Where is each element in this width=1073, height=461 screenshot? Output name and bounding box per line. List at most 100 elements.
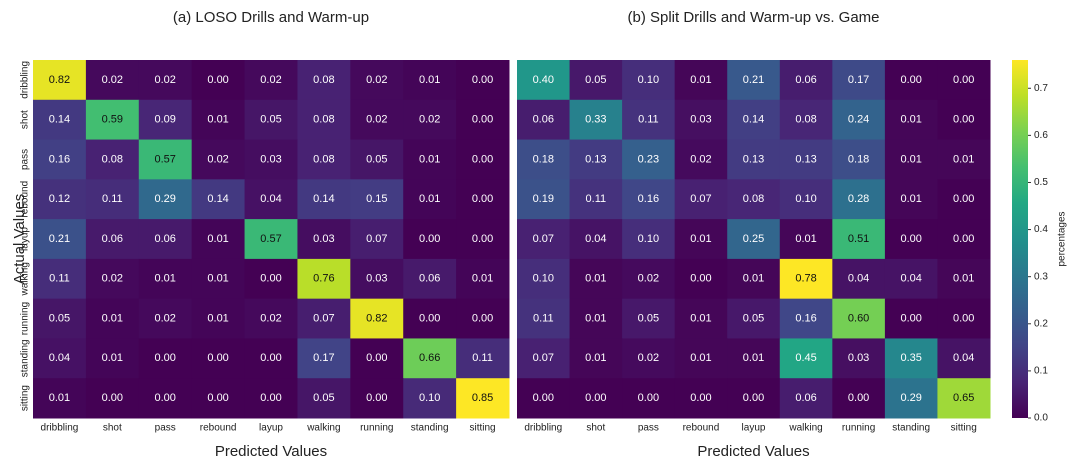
- heatmap-cell: [832, 99, 886, 141]
- y-tick-label: dribbling: [20, 61, 31, 99]
- chart-title: (b) Split Drills and Warm-up vs. Game: [628, 9, 880, 26]
- cell-label: 0.03: [690, 114, 711, 126]
- heatmap-cell: [33, 258, 87, 300]
- heatmap-cell: [832, 378, 886, 419]
- cell-label: 0.15: [366, 193, 387, 205]
- heatmap-cell: [517, 60, 571, 101]
- cell-label: 0.59: [102, 114, 123, 126]
- cell-label: 0.00: [260, 392, 281, 404]
- heatmap-cell: [779, 179, 833, 220]
- cell-label: 0.24: [848, 114, 869, 126]
- y-tick-label: standing: [20, 339, 31, 377]
- cell-label: 0.07: [690, 193, 711, 205]
- x-tick-label: sitting: [469, 423, 495, 434]
- heatmap-cell: [674, 179, 728, 220]
- cell-label: 0.06: [155, 233, 176, 245]
- heatmap-cell: [191, 258, 246, 300]
- cell-label: 0.00: [472, 312, 493, 324]
- heatmap-cell: [674, 219, 728, 260]
- cell-label: 0.00: [472, 233, 493, 245]
- cell-label: 0.00: [155, 392, 176, 404]
- heatmap-cell: [622, 378, 676, 419]
- cell-label: 0.08: [313, 74, 334, 86]
- cell-label: 0.06: [419, 273, 440, 285]
- x-tick-label: rebound: [683, 423, 720, 434]
- cell-label: 0.10: [533, 273, 554, 285]
- cell-label: 0.57: [155, 153, 176, 165]
- heatmap-cell: [727, 338, 781, 379]
- heatmap-cell: [297, 219, 351, 260]
- x-tick-label: walking: [306, 423, 340, 434]
- colorbar-tick-label: 0.4: [1034, 224, 1048, 235]
- heatmap-cell: [622, 99, 676, 141]
- heatmap-cell: [456, 139, 510, 180]
- cell-label: 0.00: [472, 74, 493, 86]
- heatmap-cell: [244, 139, 298, 180]
- heatmap-cell: [727, 258, 781, 300]
- cell-label: 0.04: [260, 193, 281, 205]
- heatmap-cell: [138, 338, 193, 379]
- colorbar-tick-label: 0.2: [1034, 318, 1048, 329]
- cell-label: 0.57: [260, 233, 281, 245]
- x-axis-label: Predicted Values: [215, 443, 327, 460]
- cell-label: 0.00: [472, 114, 493, 126]
- cell-label: 0.16: [795, 312, 816, 324]
- cell-label: 0.01: [585, 312, 606, 324]
- cell-label: 0.07: [533, 233, 554, 245]
- heatmap-cell: [884, 258, 938, 300]
- heatmap-cell: [456, 219, 510, 260]
- heatmap-cell: [350, 139, 404, 180]
- colorbar-label: percentages: [1057, 211, 1068, 266]
- heatmap-cell: [297, 378, 351, 419]
- cell-label: 0.16: [49, 153, 70, 165]
- cell-label: 0.02: [638, 273, 659, 285]
- x-tick-label: dribbling: [524, 423, 562, 434]
- cell-label: 0.02: [419, 114, 440, 126]
- heatmap-cell: [779, 60, 833, 101]
- cell-label: 0.03: [366, 273, 387, 285]
- heatmap-cell: [244, 298, 298, 339]
- cell-label: 0.04: [49, 352, 70, 364]
- cell-label: 0.01: [207, 114, 228, 126]
- heatmap-cell: [937, 258, 991, 300]
- y-tick-label: sitting: [20, 385, 31, 411]
- heatmap-cell: [350, 338, 404, 379]
- cell-label: 0.78: [795, 273, 816, 285]
- cell-label: 0.11: [472, 352, 493, 364]
- cell-label: 0.18: [533, 153, 554, 165]
- cell-label: 0.00: [953, 193, 974, 205]
- heatmap-cell: [937, 378, 991, 419]
- heatmap-cell: [832, 139, 886, 180]
- heatmap-cell: [138, 99, 193, 141]
- cell-label: 0.14: [313, 193, 334, 205]
- cell-label: 0.04: [953, 352, 974, 364]
- heatmap-cell: [191, 338, 246, 379]
- heatmap-cell: [138, 298, 193, 339]
- cell-label: 0.00: [533, 392, 554, 404]
- cell-label: 0.04: [900, 273, 921, 285]
- cell-label: 0.02: [102, 273, 123, 285]
- cell-label: 0.12: [49, 193, 70, 205]
- heatmap-cell: [622, 139, 676, 180]
- cell-label: 0.65: [953, 392, 974, 404]
- heatmap-cell: [456, 179, 510, 220]
- heatmap-cell: [727, 219, 781, 260]
- heatmap-cell: [191, 219, 246, 260]
- cell-label: 0.04: [585, 233, 606, 245]
- heatmap-cell: [85, 378, 140, 419]
- cell-label: 0.13: [743, 153, 764, 165]
- heatmap-cell: [727, 60, 781, 101]
- cell-label: 0.00: [900, 312, 921, 324]
- heatmap-cell: [85, 219, 140, 260]
- heatmap-cell: [569, 179, 623, 220]
- cell-label: 0.08: [313, 153, 334, 165]
- cell-label: 0.01: [795, 233, 816, 245]
- cell-label: 0.10: [419, 392, 440, 404]
- cell-label: 0.00: [366, 352, 387, 364]
- heatmap-cell: [85, 99, 140, 141]
- heatmap-cell: [937, 298, 991, 339]
- cell-label: 0.01: [207, 273, 228, 285]
- heatmap-cell: [85, 338, 140, 379]
- heatmap-cell: [244, 378, 298, 419]
- cell-label: 0.11: [49, 273, 70, 285]
